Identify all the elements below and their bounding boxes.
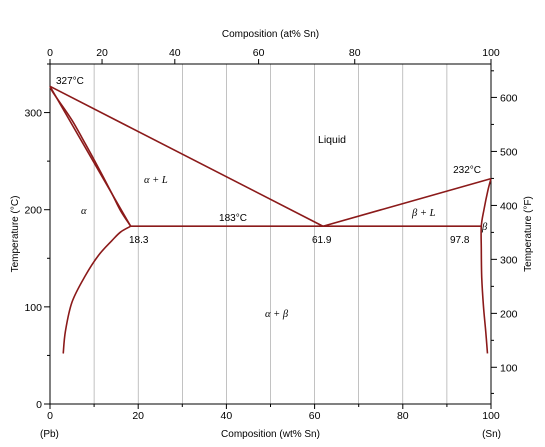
beta-region-label: β (481, 222, 488, 233)
y-tick-label: 200 (24, 205, 42, 217)
x-tick-label: 80 (397, 410, 409, 422)
grid-lines (93, 64, 448, 404)
phase-boundary-line (480, 178, 492, 354)
eutectic-temperature-label: 183°C (219, 213, 247, 224)
top-tick-label: 20 (96, 47, 108, 59)
phase-boundary-line (62, 225, 132, 354)
pb-melting-point-label: 327°C (56, 76, 84, 87)
beta-liquid-region-label: β + L (411, 208, 436, 219)
top-tick-label: 60 (253, 47, 265, 59)
right-tick-label: 100 (500, 362, 518, 374)
y-tick-label: 300 (24, 108, 42, 120)
phase-boundary-line (322, 177, 492, 227)
right-tick-label: 600 (500, 92, 518, 104)
x-tick-label: 40 (221, 410, 233, 422)
top-tick-label: 100 (482, 47, 500, 59)
alpha-region-label: α (81, 206, 87, 217)
alpha-composition-label: 18.3 (129, 235, 149, 246)
axis-ticks: 0 20 40 60 80 100 0 20 40 60 80 100 0 100 200 300 100 200… (24, 47, 517, 422)
sn-melting-point-label: 232°C (453, 165, 481, 176)
x-axis-title: Composition (wt% Sn) (221, 429, 320, 440)
top-axis-title: Composition (at% Sn) (222, 29, 319, 40)
sn-end-label: (Sn) (482, 429, 501, 440)
liquid-region-label: Liquid (318, 134, 346, 146)
right-tick-label: 300 (500, 254, 518, 266)
pb-end-label: (Pb) (40, 429, 59, 440)
beta-composition-label: 97.8 (450, 235, 470, 246)
x-tick-label: 20 (132, 410, 144, 422)
right-tick-label: 500 (500, 146, 518, 158)
eutectic-composition-label: 61.9 (312, 235, 332, 246)
y-tick-label: 0 (36, 399, 42, 411)
y-axis-title: Temperature (°C) (10, 196, 21, 273)
x-tick-label: 60 (309, 410, 321, 422)
x-tick-label: 0 (47, 410, 53, 422)
top-tick-label: 40 (169, 47, 181, 59)
right-tick-label: 200 (500, 308, 518, 320)
right-axis-title: Temperature (°F) (523, 196, 534, 272)
x-tick-label: 100 (482, 410, 500, 422)
y-tick-label: 100 (24, 302, 42, 314)
phase-boundaries (49, 85, 492, 354)
alpha-liquid-region-label: α + L (144, 175, 168, 186)
alpha-beta-region-label: α + β (265, 309, 289, 320)
right-tick-label: 400 (500, 200, 518, 212)
phase-boundary-line (49, 86, 132, 227)
top-tick-label: 80 (349, 47, 361, 59)
phase-boundary-line (49, 85, 324, 227)
top-tick-label: 0 (47, 47, 53, 59)
